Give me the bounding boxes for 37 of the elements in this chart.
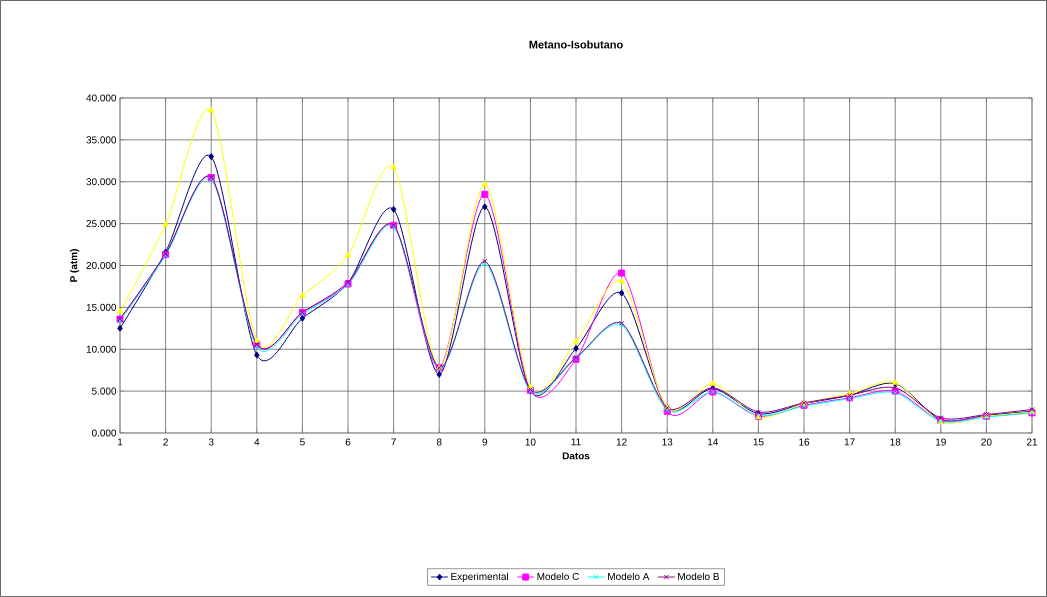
x-tick-label: 20: [981, 438, 992, 446]
legend-label: Modelo B: [678, 572, 719, 580]
y-tick-label: 20.000: [86, 261, 117, 270]
chart-title: Metano-Isobutano: [529, 40, 623, 49]
x-tick-label: 16: [799, 438, 810, 446]
y-tick-label: 40.000: [86, 94, 117, 102]
x-tick-label: 21: [1026, 438, 1038, 446]
y-axis-title: P (atm): [69, 249, 80, 282]
y-tick-label: 30.000: [86, 178, 117, 186]
x-axis-title: Datos: [562, 452, 590, 460]
legend-label: Modelo C: [537, 572, 579, 580]
x-tick-label: 17: [844, 438, 855, 446]
x-tick-label: 19: [936, 438, 946, 446]
y-tick-label: 5.000: [91, 387, 117, 395]
x-tick-label: 5: [300, 438, 305, 446]
legend-label: Modelo A: [608, 572, 650, 580]
x-tick-label: 7: [391, 438, 396, 446]
x-tick-label: 1: [118, 438, 123, 446]
x-tick-label: 18: [890, 438, 901, 446]
legend-label: Experimental: [451, 572, 509, 582]
x-tick-label: 13: [662, 438, 673, 446]
y-tick-label: 35.000: [86, 136, 117, 144]
x-tick-label: 6: [345, 438, 351, 446]
x-tick-label: 15: [753, 438, 764, 446]
x-tick-label: 8: [436, 438, 442, 446]
y-tick-label: 0.000: [91, 429, 117, 437]
y-tick-label: 15.000: [86, 303, 117, 311]
x-tick-label: 10: [525, 438, 536, 446]
x-tick-label: 11: [571, 438, 581, 446]
x-tick-label: 14: [708, 438, 719, 446]
x-tick-label: 12: [616, 438, 627, 446]
y-tick-label: 25.000: [86, 220, 117, 228]
x-tick-label: 9: [482, 438, 488, 446]
x-tick-label: 3: [208, 438, 214, 446]
x-tick-label: 2: [163, 438, 168, 446]
x-tick-label: 4: [254, 438, 260, 446]
y-tick-label: 10.000: [86, 345, 117, 353]
